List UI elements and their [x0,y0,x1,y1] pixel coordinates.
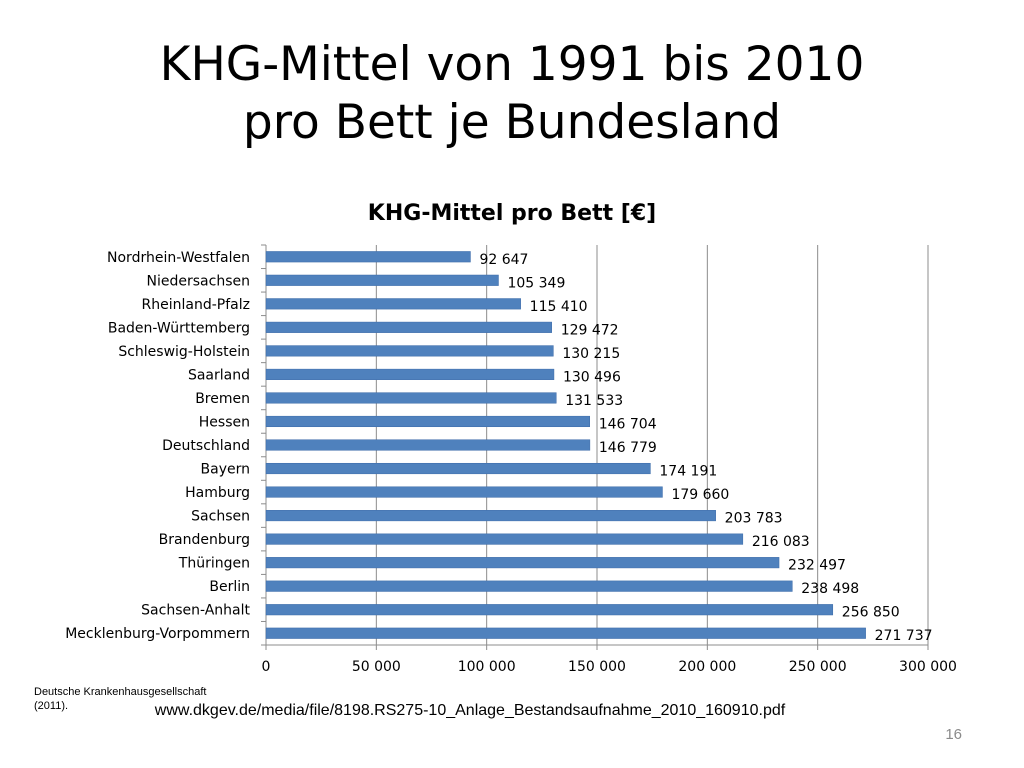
value-label: 271 737 [875,628,933,644]
slide-title-line-2: pro Bett je Bundesland [242,95,782,150]
category-label: Berlin [209,579,250,595]
slide-title-line-1: KHG-Mittel von 1991 bis 2010 [159,37,865,92]
bar [265,627,866,639]
category-label: Sachsen [191,509,250,525]
bar [265,321,552,333]
value-label: 216 083 [752,534,810,550]
bar [265,439,591,451]
chart-title: KHG-Mittel pro Bett [€] [368,201,656,226]
value-label: 203 783 [725,511,783,527]
value-label: 238 498 [801,581,859,597]
bar [265,392,557,404]
category-label: Saarland [188,367,250,383]
category-label: Bremen [195,391,250,407]
source-note: Deutsche Krankenhausgesellschaft (2011). [34,686,207,712]
page-number: 16 [945,726,962,743]
bar [265,533,744,545]
value-label: 256 850 [842,605,900,621]
bar [265,462,651,475]
category-label: Rheinland-Pfalz [142,297,250,313]
category-label: Sachsen-Anhalt [141,603,250,619]
bar [265,580,793,592]
bar [265,274,499,286]
x-tick-label: 250 000 [789,659,847,675]
category-label: Deutschland [162,438,250,454]
bar [265,298,521,310]
value-label: 179 660 [671,487,729,503]
category-label: Hamburg [185,485,250,501]
value-label: 146 779 [599,440,657,456]
value-label: 130 496 [563,369,621,385]
x-tick-label: 300 000 [899,659,957,675]
value-label: 115 410 [530,299,588,315]
x-tick-label: 100 000 [458,659,516,675]
category-label: Brandenburg [159,532,250,548]
value-label: 174 191 [659,464,717,480]
value-label: 146 704 [599,416,657,432]
bar [265,604,834,616]
bar [265,510,716,522]
value-label: 131 533 [565,393,623,409]
value-label: 105 349 [507,275,565,291]
x-tick-label: 0 [262,659,271,675]
category-label: Bayern [201,462,250,478]
category-label: Mecklenburg-Vorpommern [65,626,250,642]
source-url[interactable]: www.dkgev.de/media/file/8198.RS275-10_An… [154,702,786,719]
bar [265,486,663,498]
x-tick-label: 200 000 [678,659,736,675]
category-label: Schleswig-Holstein [118,344,250,360]
value-label: 232 497 [788,558,846,574]
value-label: 130 215 [562,346,620,362]
x-tick-label: 150 000 [568,659,626,675]
bar [265,251,471,263]
bar [265,345,554,357]
value-label: 92 647 [479,252,528,268]
bar [265,557,780,569]
category-label: Niedersachsen [147,273,250,289]
bar [265,415,590,428]
bar [265,368,555,380]
category-label: Hessen [199,414,250,430]
category-label: Baden-Württemberg [108,320,250,336]
category-label: Thüringen [178,556,250,572]
slide-title: KHG-Mittel von 1991 bis 2010 pro Bett je… [0,36,1024,152]
x-tick-label: 50 000 [352,659,401,675]
category-label: Nordrhein-Westfalen [107,250,250,266]
value-label: 129 472 [561,322,619,338]
